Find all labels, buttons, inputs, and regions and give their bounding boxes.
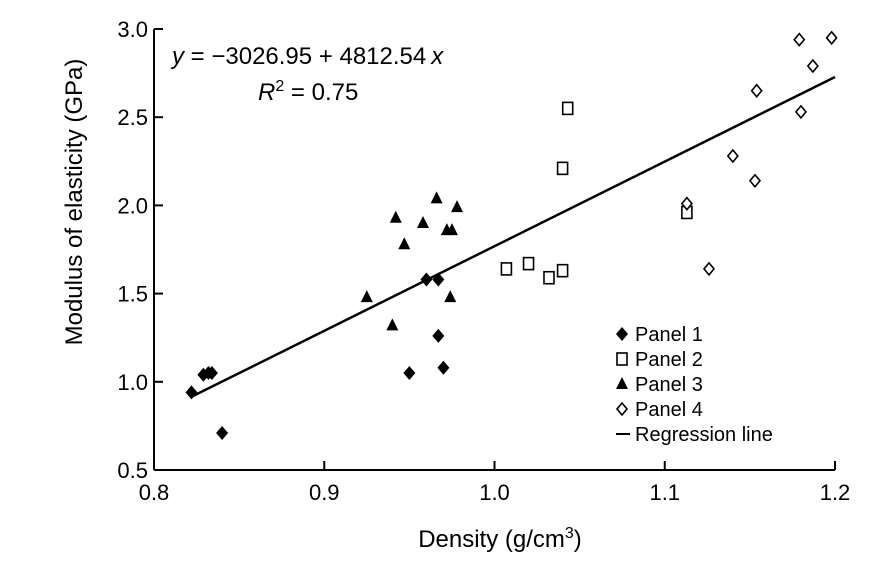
y-tick-label: 3.0	[117, 17, 148, 42]
data-point	[403, 365, 416, 380]
legend-marker	[616, 327, 628, 341]
x-tick-label: 1.0	[479, 480, 510, 505]
series-panel-1	[185, 272, 450, 440]
series-panel-2	[500, 101, 693, 285]
data-point	[416, 216, 429, 229]
x-tick-label: 0.8	[139, 480, 170, 505]
data-point	[543, 270, 555, 285]
legend-label: Panel 1	[635, 324, 703, 346]
data-point	[680, 196, 693, 211]
data-point	[793, 32, 806, 47]
data-point	[205, 365, 218, 380]
legend-marker	[616, 377, 628, 389]
y-tick-label: 2.5	[117, 105, 148, 130]
x-tick-label: 1.2	[820, 480, 851, 505]
data-point	[825, 30, 838, 46]
data-points	[185, 30, 838, 440]
data-point	[437, 360, 450, 375]
plot-axes	[153, 29, 835, 471]
data-point	[398, 237, 411, 250]
legend-label: Panel 3	[635, 374, 703, 396]
data-point	[556, 161, 569, 176]
r-squared-label: R2 = 0.75	[258, 78, 358, 106]
y-tick-label: 1.0	[117, 370, 148, 395]
x-tick-label: 1.1	[649, 480, 680, 505]
data-point	[185, 385, 198, 400]
legend-marker	[616, 352, 628, 366]
data-point	[451, 200, 464, 213]
data-point	[794, 104, 807, 120]
data-point	[500, 262, 513, 276]
data-point	[216, 425, 229, 440]
series-panel-3	[360, 191, 464, 331]
regression-line	[190, 75, 836, 398]
data-point	[444, 290, 457, 303]
data-point	[561, 101, 574, 116]
legend-label: Regression line	[635, 424, 773, 446]
regression-layer	[190, 75, 836, 398]
y-tick-label: 2.0	[117, 193, 148, 218]
x-axis-title: Density (g/cm3)	[418, 525, 582, 553]
data-point	[522, 256, 535, 271]
data-point	[420, 272, 433, 287]
chart-legend: Panel 1 Panel 2 Panel 3 Panel 4 Regression l…	[615, 324, 773, 446]
data-point	[726, 148, 739, 164]
data-point	[445, 223, 458, 236]
data-point	[556, 263, 569, 278]
x-axis-title-superscript: 3	[565, 525, 574, 542]
data-point	[750, 83, 763, 98]
data-point	[389, 210, 402, 223]
y-tick-label: 0.5	[117, 458, 148, 483]
data-point	[432, 272, 445, 287]
data-point	[360, 290, 373, 303]
data-point	[806, 58, 819, 74]
data-point	[702, 261, 716, 277]
data-point	[748, 173, 762, 188]
data-point	[430, 191, 443, 204]
data-point	[432, 328, 445, 343]
axis-ticks: 0.5 1.0 1.5 2.0 2.5 3.0 0.8 0.9 1.0 1.1 1.2	[117, 17, 850, 505]
legend-label: Panel 4	[635, 399, 703, 421]
series-panel-4	[680, 30, 838, 277]
data-point	[386, 318, 399, 331]
x-tick-label: 0.9	[309, 480, 340, 505]
y-axis-title: Modulus of elasticity (GPa)	[61, 59, 88, 346]
legend-label: Panel 2	[635, 349, 703, 371]
y-tick-label: 1.5	[117, 282, 148, 307]
legend-marker	[615, 401, 629, 417]
regression-equation: y = −3026.95 + 4812.54 x	[170, 43, 444, 70]
